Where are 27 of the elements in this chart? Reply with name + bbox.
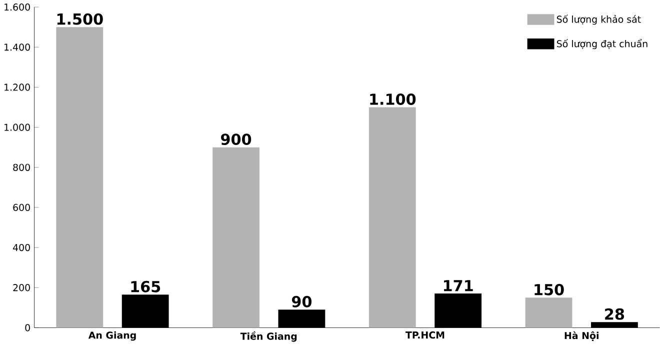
data-label: 150 (534, 284, 564, 296)
y-tick-label: 1.200 (4, 84, 30, 91)
data-label: 900 (221, 133, 252, 145)
y-tick-label: 1.000 (4, 124, 30, 131)
x-tick-label: Hà Nội (564, 331, 598, 341)
data-label: 1.500 (57, 13, 103, 25)
y-tick-label: 200 (13, 284, 30, 292)
x-tick-label: An Giang (88, 331, 136, 341)
x-tick-label: Tiền Giang (240, 331, 297, 342)
y-tick-label: 1.600 (4, 3, 30, 11)
data-label: 165 (131, 280, 160, 292)
legend-label: Số lượng khảo sát (556, 14, 641, 25)
data-label: 171 (444, 280, 473, 292)
bar (212, 147, 260, 328)
y-tick-label: 1.400 (4, 43, 30, 51)
y-tick-label: 400 (12, 244, 30, 252)
legend-label: Số lượng đạt chuẩn (556, 38, 648, 50)
y-tick-label: 800 (13, 164, 30, 171)
bar (56, 27, 104, 328)
bar (525, 298, 572, 328)
data-label: 1.100 (370, 93, 416, 105)
x-tick-label: TP.HCM (406, 331, 444, 338)
y-tick-label: 600 (13, 204, 30, 211)
y-tick-label: 0 (25, 324, 30, 332)
data-label: 28 (605, 308, 624, 320)
data-label: 90 (292, 296, 312, 308)
bar (368, 107, 416, 328)
